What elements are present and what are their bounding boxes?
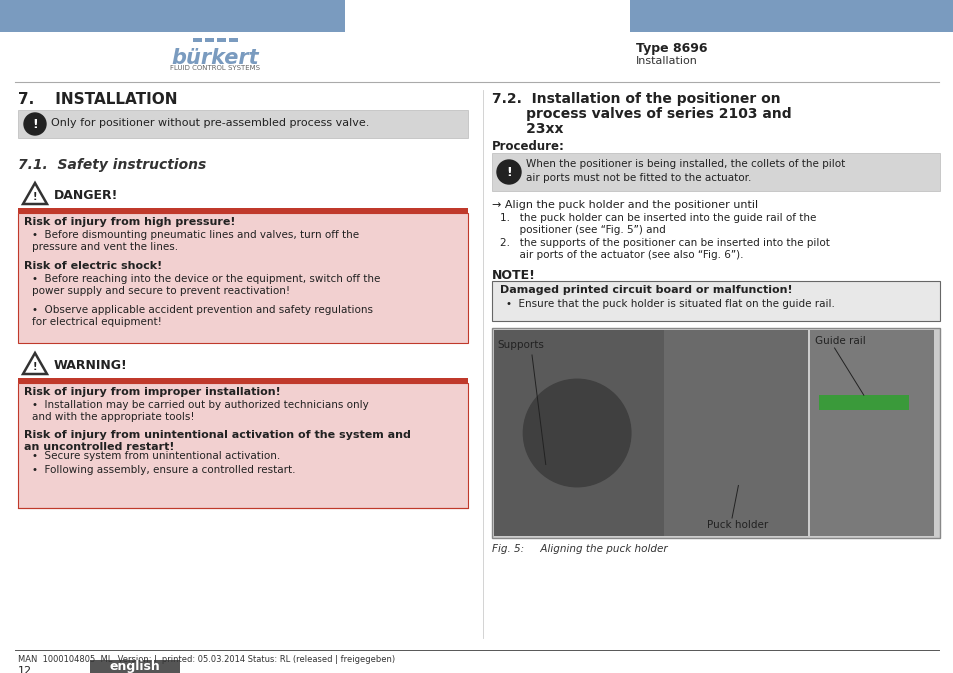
FancyBboxPatch shape [494, 330, 663, 536]
FancyBboxPatch shape [629, 0, 953, 32]
Text: When the positioner is being installed, the collets of the pilot: When the positioner is being installed, … [525, 159, 844, 169]
Text: Guide rail: Guide rail [814, 336, 864, 346]
Text: •  Before reaching into the device or the equipment, switch off the
power supply: • Before reaching into the device or the… [32, 274, 380, 295]
FancyBboxPatch shape [663, 330, 807, 536]
Text: !: ! [32, 362, 37, 372]
Text: FLUID CONTROL SYSTEMS: FLUID CONTROL SYSTEMS [170, 65, 260, 71]
Text: •  Observe applicable accident prevention and safety regulations
for electrical : • Observe applicable accident prevention… [32, 305, 373, 326]
Text: process valves of series 2103 and: process valves of series 2103 and [492, 107, 791, 121]
Text: Type 8696: Type 8696 [636, 42, 707, 55]
Text: MAN  1000104805  ML  Version: I  printed: 05.03.2014 Status: RL (released | frei: MAN 1000104805 ML Version: I printed: 05… [18, 655, 395, 664]
Text: •  Following assembly, ensure a controlled restart.: • Following assembly, ensure a controlle… [32, 465, 295, 475]
Polygon shape [23, 183, 47, 204]
Circle shape [523, 380, 630, 487]
Text: Risk of injury from unintentional activation of the system and
an uncontrolled r: Risk of injury from unintentional activa… [24, 430, 411, 452]
Text: Installation: Installation [636, 56, 698, 66]
Text: → Align the puck holder and the positioner until: → Align the puck holder and the position… [492, 200, 758, 210]
Text: positioner (see “Fig. 5”) and: positioner (see “Fig. 5”) and [499, 225, 665, 235]
FancyBboxPatch shape [0, 0, 345, 32]
Text: !: ! [32, 118, 38, 131]
FancyBboxPatch shape [90, 660, 180, 673]
Text: !: ! [32, 192, 37, 202]
Text: NOTE!: NOTE! [492, 269, 536, 282]
Circle shape [24, 113, 46, 135]
Text: air ports of the actuator (see also “Fig. 6”).: air ports of the actuator (see also “Fig… [499, 250, 742, 260]
Text: 7.2.  Installation of the positioner on: 7.2. Installation of the positioner on [492, 92, 780, 106]
FancyBboxPatch shape [193, 38, 202, 42]
FancyBboxPatch shape [216, 38, 226, 42]
Text: english: english [110, 660, 160, 673]
Text: Risk of electric shock!: Risk of electric shock! [24, 261, 162, 271]
Text: WARNING!: WARNING! [54, 359, 128, 372]
Text: 7.    INSTALLATION: 7. INSTALLATION [18, 92, 177, 107]
Text: Risk of injury from high pressure!: Risk of injury from high pressure! [24, 217, 235, 227]
FancyBboxPatch shape [18, 208, 468, 213]
FancyBboxPatch shape [492, 153, 939, 191]
FancyBboxPatch shape [18, 378, 468, 383]
Text: Fig. 5:     Aligning the puck holder: Fig. 5: Aligning the puck holder [492, 544, 667, 554]
Text: 2.   the supports of the positioner can be inserted into the pilot: 2. the supports of the positioner can be… [499, 238, 829, 248]
Text: Risk of injury from improper installation!: Risk of injury from improper installatio… [24, 387, 280, 397]
Text: 1.   the puck holder can be inserted into the guide rail of the: 1. the puck holder can be inserted into … [499, 213, 816, 223]
FancyBboxPatch shape [492, 281, 939, 321]
FancyBboxPatch shape [809, 330, 933, 536]
Text: 12: 12 [18, 666, 32, 673]
Text: bürkert: bürkert [171, 48, 258, 68]
Text: •  Ensure that the puck holder is situated flat on the guide rail.: • Ensure that the puck holder is situate… [505, 299, 834, 309]
Text: DANGER!: DANGER! [54, 189, 118, 202]
FancyBboxPatch shape [492, 328, 939, 538]
FancyBboxPatch shape [819, 395, 907, 410]
Text: air ports must not be fitted to the actuator.: air ports must not be fitted to the actu… [525, 173, 751, 183]
Text: 7.1.  Safety instructions: 7.1. Safety instructions [18, 158, 206, 172]
Text: Supports: Supports [497, 340, 543, 350]
Text: !: ! [506, 166, 512, 178]
Polygon shape [23, 353, 47, 374]
Text: 23xx: 23xx [492, 122, 563, 136]
Text: Procedure:: Procedure: [492, 140, 564, 153]
Text: •  Before dismounting pneumatic lines and valves, turn off the
pressure and vent: • Before dismounting pneumatic lines and… [32, 230, 358, 252]
FancyBboxPatch shape [205, 38, 213, 42]
Text: •  Secure system from unintentional activation.: • Secure system from unintentional activ… [32, 451, 280, 461]
Circle shape [497, 160, 520, 184]
Text: Puck holder: Puck holder [706, 520, 767, 530]
Text: •  Installation may be carried out by authorized technicians only
and with the a: • Installation may be carried out by aut… [32, 400, 369, 421]
Text: Only for positioner without pre-assembled process valve.: Only for positioner without pre-assemble… [51, 118, 369, 128]
FancyBboxPatch shape [229, 38, 237, 42]
Text: Damaged printed circuit board or malfunction!: Damaged printed circuit board or malfunc… [499, 285, 792, 295]
FancyBboxPatch shape [18, 110, 468, 138]
FancyBboxPatch shape [18, 383, 468, 508]
FancyBboxPatch shape [18, 213, 468, 343]
